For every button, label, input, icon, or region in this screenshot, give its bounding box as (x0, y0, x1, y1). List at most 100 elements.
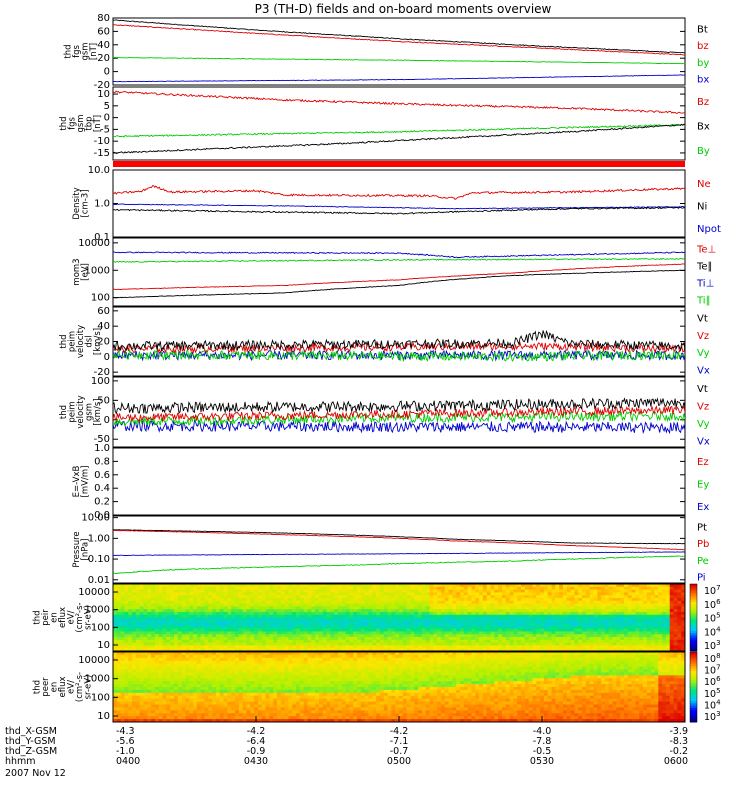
spectrogram-cell (254, 623, 258, 626)
spectrogram-cell (399, 587, 403, 590)
spectrogram-cell (224, 626, 228, 629)
spectrogram-cell (609, 637, 613, 640)
spectrogram-cell (624, 606, 628, 609)
spectrogram-cell (574, 640, 578, 643)
spectrogram-cell (227, 626, 231, 629)
spectrogram-cell (170, 672, 174, 675)
spectrogram-cell (418, 643, 422, 646)
spectrogram-cell (273, 681, 277, 684)
spectrogram-cell (121, 629, 125, 632)
spectrogram-cell (605, 612, 609, 615)
spectrogram-cell (479, 612, 483, 615)
spectrogram-cell (147, 675, 151, 678)
spectrogram-cell (399, 590, 403, 593)
spectrogram-cell (593, 640, 597, 643)
spectrogram-cell (475, 643, 479, 646)
spectrogram-cell (258, 670, 262, 673)
spectrogram-cell (632, 606, 636, 609)
spectrogram-cell (163, 643, 167, 646)
spectrogram-cell (456, 640, 460, 643)
spectrogram-cell (536, 618, 540, 621)
spectrogram-cell (483, 592, 487, 595)
legend-entry: Vx (697, 365, 710, 376)
spectrogram-cell (189, 655, 193, 658)
spectrogram-cell (639, 615, 643, 618)
spectrogram-cell (262, 684, 266, 687)
spectrogram-cell (410, 615, 414, 618)
spectrogram-cell (430, 592, 434, 595)
spectrogram-cell (403, 640, 407, 643)
spectrogram-cell (246, 626, 250, 629)
spectrogram-cell (185, 606, 189, 609)
spectrogram-cell (353, 601, 357, 604)
spectrogram-cell (399, 629, 403, 632)
legend-entry: by (697, 58, 709, 69)
spectrogram-cell (380, 604, 384, 607)
spectrogram-cell (632, 587, 636, 590)
spectrogram-cell (201, 612, 205, 615)
spectrogram-cell (491, 640, 495, 643)
spectrogram-cell (464, 615, 468, 618)
spectrogram-cell (117, 693, 121, 696)
spectrogram-cell (666, 643, 670, 646)
spectrogram-cell (193, 687, 197, 690)
spectrogram-cell (662, 587, 666, 590)
spectrogram-cell (593, 637, 597, 640)
spectrogram-cell (304, 631, 308, 634)
spectrogram-cell (574, 587, 578, 590)
spectrogram-cell (304, 645, 308, 648)
spectrogram-cell (532, 606, 536, 609)
spectrogram-cell (208, 681, 212, 684)
spectrogram-cell (132, 604, 136, 607)
spectrogram-cell (273, 655, 277, 658)
spectrogram-cell (510, 615, 514, 618)
spectrogram-cell (544, 612, 548, 615)
spectrogram-cell (269, 667, 273, 670)
spectrogram-cell (182, 672, 186, 675)
spectrogram-cell (307, 606, 311, 609)
spectrogram-cell (258, 707, 262, 710)
spectrogram-cell (262, 702, 266, 705)
legend-entry: Vt (697, 314, 708, 325)
spectrogram-cell (433, 592, 437, 595)
spectrogram-cell (323, 601, 327, 604)
spectrogram-cell (220, 615, 224, 618)
spectrogram-cell (361, 590, 365, 593)
spectrogram-cell (342, 590, 346, 593)
spectrogram-cell (231, 696, 235, 699)
spectrogram-cell (296, 587, 300, 590)
spectrogram-cell (418, 626, 422, 629)
spectrogram-cell (605, 623, 609, 626)
spectrogram-cell (403, 645, 407, 648)
spectrogram-cell (292, 598, 296, 601)
spectrogram-cell (529, 626, 533, 629)
spectrogram-cell (399, 640, 403, 643)
spectrogram-cell (349, 612, 353, 615)
spectrogram-cell (624, 640, 628, 643)
spectrogram-cell (502, 615, 506, 618)
spectrogram-cell (144, 645, 148, 648)
spectrogram-cell (529, 640, 533, 643)
spectrogram-cell (410, 604, 414, 607)
spectrogram-cell (658, 634, 662, 637)
spectrogram-cell (666, 606, 670, 609)
spectrogram-cell (273, 606, 277, 609)
spectrogram-cell (136, 587, 140, 590)
spectrogram-cell (250, 713, 254, 716)
spectrogram-cell (571, 587, 575, 590)
spectrogram-cell (159, 658, 163, 661)
spectrogram-cell (235, 696, 239, 699)
series-line (113, 552, 685, 556)
spectrogram-cell (342, 601, 346, 604)
spectrogram-cell (250, 595, 254, 598)
spectrogram-cell (597, 615, 601, 618)
spectrogram-cell (163, 667, 167, 670)
spectrogram-cell (456, 601, 460, 604)
spectrogram-cell (555, 604, 559, 607)
spectrogram-cell (151, 696, 155, 699)
spectrogram-cell (593, 609, 597, 612)
spectrogram-cell (208, 664, 212, 667)
spectrogram-cell (510, 631, 514, 634)
spectrogram-cell (216, 684, 220, 687)
spectrogram-cell (616, 604, 620, 607)
